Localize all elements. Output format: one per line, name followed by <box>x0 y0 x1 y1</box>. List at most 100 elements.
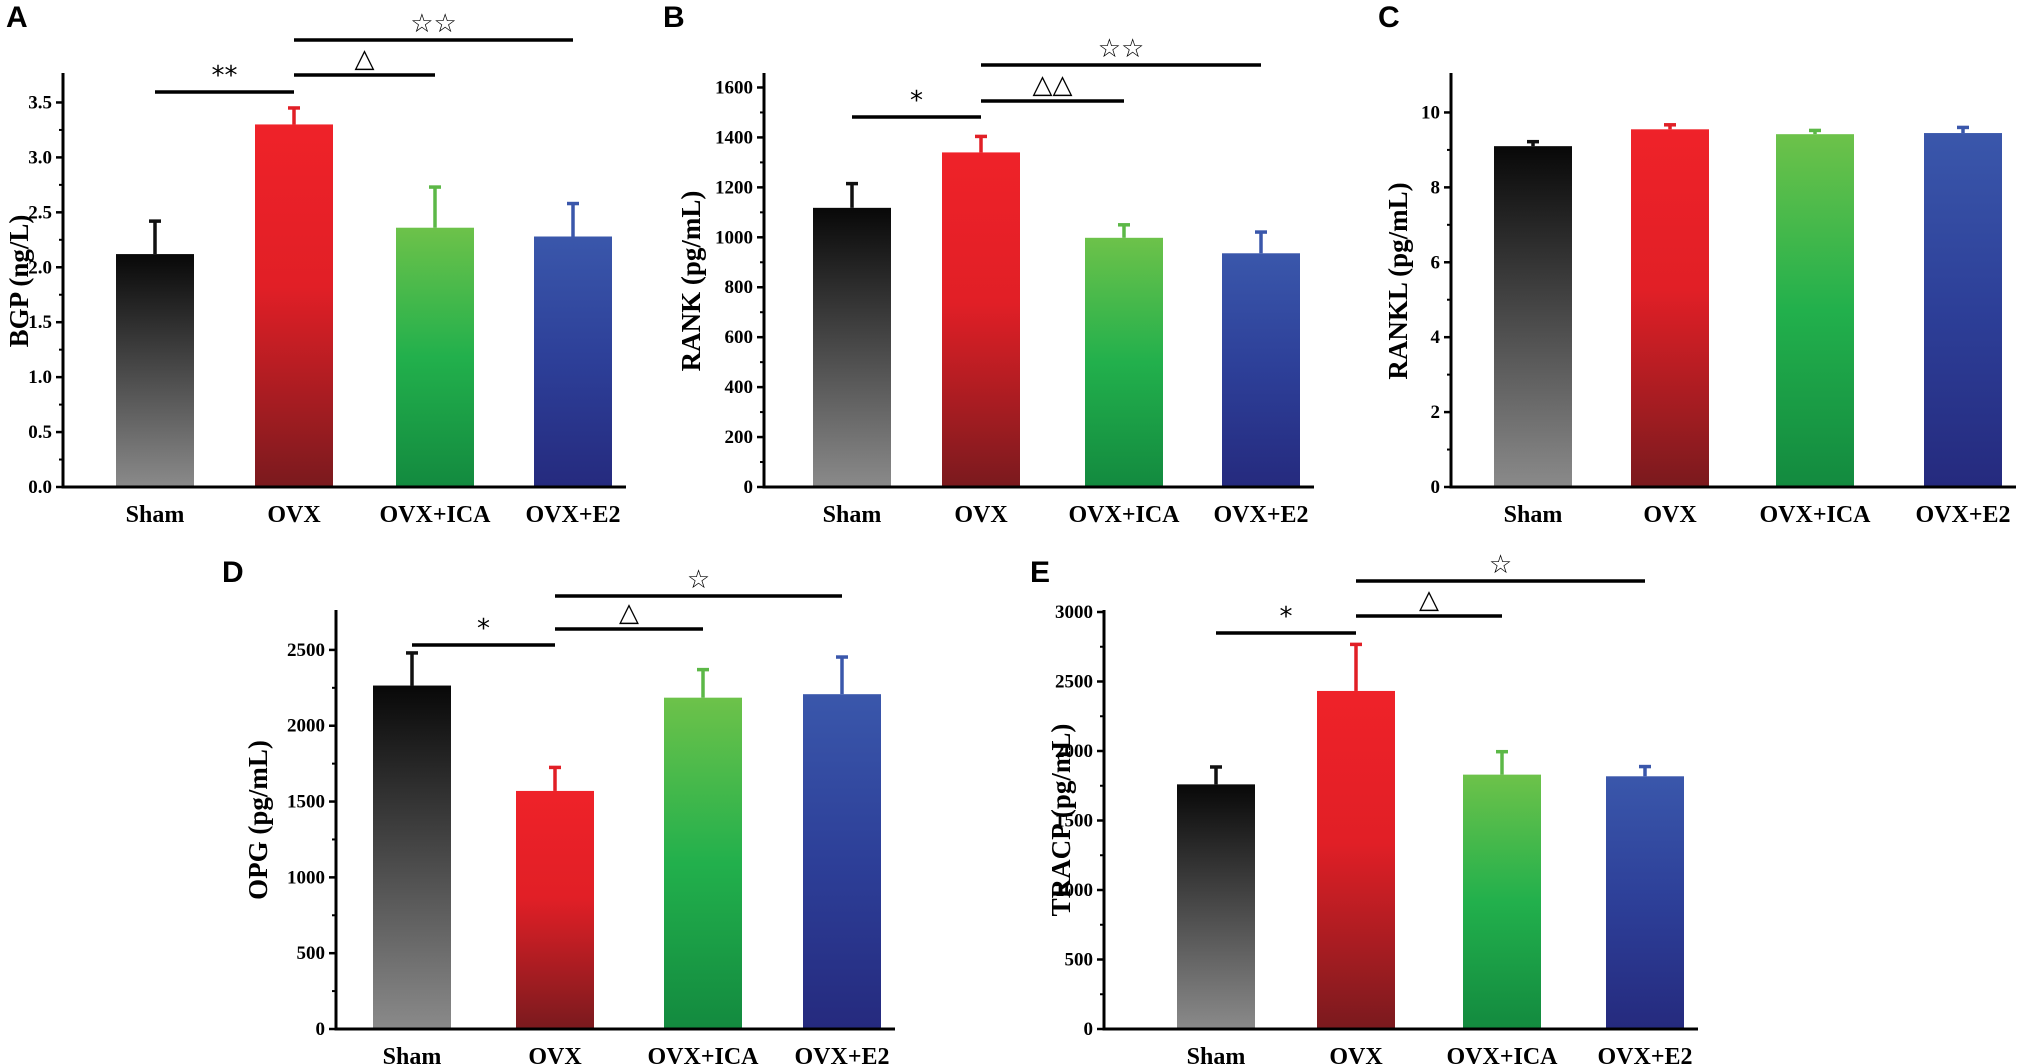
panel-c-category-label: OVX+E2 <box>1915 502 2010 528</box>
panel-a-letter: A <box>6 1 28 34</box>
panel-c: C RANKL (pg/mL) 0 2 4 6 8 10 Sham OVX OVX+ICA OVX+E… <box>1378 1 2016 528</box>
panel-e-y-tick-label: 3000 <box>1055 602 1093 623</box>
panel-e-y-tick-label: 2500 <box>1055 672 1093 693</box>
panel-a-y-tick-label: 2.0 <box>28 257 52 278</box>
panel-b-bar-ovx <box>942 152 1020 487</box>
panel-d-bar-ovx-e2 <box>803 694 881 1029</box>
panel-a-y-tick-label: 0.5 <box>28 422 52 443</box>
panel-e-letter: E <box>1030 556 1050 589</box>
panel-d: D OPG (pg/mL) 0 500 1000 1500 2000 2500 Sham OVX O… <box>222 556 895 1064</box>
panel-b-y-tick-label: 1400 <box>715 127 753 148</box>
panel-c-letter: C <box>1378 1 1400 34</box>
panel-a-category-label: OVX+E2 <box>525 502 620 528</box>
panel-b-category-label: OVX <box>954 502 1008 528</box>
panel-e-y-tick-label: 1500 <box>1055 811 1093 832</box>
panel-a-category-label: OVX+ICA <box>379 502 491 528</box>
panel-d-y-tick-label: 0 <box>316 1019 326 1040</box>
panel-b-significance-mark: △△ <box>1033 70 1073 100</box>
panel-d-y-tick-label: 1000 <box>287 867 325 888</box>
panel-b-significance-mark: * <box>910 86 923 116</box>
panel-a-bar-ovx-ica <box>396 227 474 487</box>
panel-d-y-tick-label: 500 <box>297 943 326 964</box>
panel-d-category-label: OVX+E2 <box>794 1044 889 1064</box>
panel-e-bar-ovx <box>1317 690 1395 1029</box>
panel-b-y-axis-title: RANK (pg/mL) <box>676 191 706 372</box>
panel-d-bar-ovx-ica <box>664 697 742 1029</box>
panel-b-category-label: Sham <box>823 502 882 528</box>
panel-a-y-axis-title: BGP (ng/L) <box>4 215 34 348</box>
panel-e-y-tick-label: 500 <box>1065 950 1094 971</box>
panel-e-y-tick-label: 1000 <box>1055 880 1093 901</box>
panel-b-y-tick-label: 0 <box>744 477 754 498</box>
panel-d-y-tick-label: 2000 <box>287 716 325 737</box>
panel-b-y-tick-label: 1200 <box>715 177 753 198</box>
panel-a-category-label: OVX <box>267 502 321 528</box>
panel-b-y-tick-label: 800 <box>725 277 754 298</box>
panel-a-category-label: Sham <box>126 502 185 528</box>
panel-a-y-tick-label: 1.0 <box>28 367 52 388</box>
panel-c-y-tick-label: 0 <box>1431 477 1441 498</box>
panel-d-category-label: OVX+ICA <box>647 1044 759 1064</box>
panel-c-bar-ovx-e2 <box>1924 133 2002 487</box>
panel-d-significance-mark: * <box>477 614 490 644</box>
panel-d-significance-mark: ☆ <box>687 565 710 595</box>
panel-a-significance-mark: ☆☆ <box>410 9 457 39</box>
panel-d-y-tick-label: 2500 <box>287 640 325 661</box>
panel-a-y-tick-label: 2.5 <box>28 202 52 223</box>
panel-a-y-tick-label: 0.0 <box>28 477 52 498</box>
panel-e-category-label: OVX+E2 <box>1597 1044 1692 1064</box>
panel-a-significance-mark: △ <box>355 44 375 74</box>
panel-e-significance-mark: △ <box>1419 585 1439 615</box>
panel-b-letter: B <box>663 1 685 34</box>
panel-e-significance-mark: * <box>1280 602 1293 632</box>
panel-e: E TRACP (pg/mL) 0 500 1000 1500 2000 2500 3000 Sh… <box>1030 550 1698 1064</box>
panel-d-category-label: Sham <box>383 1044 442 1064</box>
panel-a: A BGP (ng/L) 0.0 0.5 1.0 1.5 2.0 2.5 3.0 3.5 Sham O… <box>4 1 626 528</box>
panel-c-bar-sham <box>1494 146 1572 487</box>
panel-c-category-label: Sham <box>1504 502 1563 528</box>
panel-b-y-tick-label: 600 <box>725 327 754 348</box>
panel-e-significance-mark: ☆ <box>1489 550 1512 580</box>
panel-b-bar-ovx-ica <box>1085 237 1163 487</box>
panel-e-bar-sham <box>1177 784 1255 1029</box>
panel-c-category-label: OVX <box>1643 502 1697 528</box>
panel-b-category-label: OVX+E2 <box>1213 502 1308 528</box>
panel-c-y-tick-label: 6 <box>1431 252 1441 273</box>
panel-a-y-tick-label: 3.0 <box>28 147 52 168</box>
panel-d-bar-ovx <box>516 790 594 1029</box>
panel-a-bar-ovx-e2 <box>534 236 612 487</box>
panel-c-y-tick-label: 10 <box>1421 102 1440 123</box>
panel-d-y-axis-title: OPG (pg/mL) <box>243 740 273 900</box>
panel-d-significance-mark: △ <box>619 598 639 628</box>
panel-a-y-tick-label: 3.5 <box>28 92 52 113</box>
panel-c-y-tick-label: 4 <box>1431 327 1441 348</box>
panel-c-category-label: OVX+ICA <box>1759 502 1871 528</box>
panel-e-bar-ovx-e2 <box>1606 776 1684 1029</box>
panel-d-category-label: OVX <box>528 1044 582 1064</box>
panel-a-y-tick-label: 1.5 <box>28 312 52 333</box>
panel-e-y-axis-title: TRACP (pg/mL) <box>1046 724 1076 917</box>
panel-c-bar-ovx-ica <box>1776 134 1854 488</box>
panel-b-significance-mark: ☆☆ <box>1098 34 1145 64</box>
panel-e-category-label: Sham <box>1187 1044 1246 1064</box>
panel-c-y-axis-title: RANKL (pg/mL) <box>1383 182 1413 379</box>
panel-c-y-tick-label: 8 <box>1431 177 1441 198</box>
panel-d-bar-sham <box>373 685 451 1029</box>
panel-e-category-label: OVX+ICA <box>1446 1044 1558 1064</box>
panel-e-bar-ovx-ica <box>1463 774 1541 1029</box>
panel-b-y-tick-label: 200 <box>725 427 754 448</box>
panel-b-y-tick-label: 400 <box>725 377 754 398</box>
panel-a-significance-mark: ** <box>212 61 238 91</box>
panel-d-y-tick-label: 1500 <box>287 792 325 813</box>
panel-c-y-tick-label: 2 <box>1431 402 1441 423</box>
panel-a-bar-ovx <box>255 124 333 487</box>
panel-b: B RANK (pg/mL) 0 200 400 600 800 1000 1200 1400 16… <box>663 1 1314 528</box>
panel-e-y-tick-label: 0 <box>1084 1019 1094 1040</box>
panel-b-bar-sham <box>813 207 891 487</box>
panel-a-bar-sham <box>116 254 194 487</box>
panel-b-y-tick-label: 1000 <box>715 227 753 248</box>
panel-c-bar-ovx <box>1631 129 1709 488</box>
panel-e-category-label: OVX <box>1329 1044 1383 1064</box>
panel-b-y-tick-label: 1600 <box>715 77 753 98</box>
